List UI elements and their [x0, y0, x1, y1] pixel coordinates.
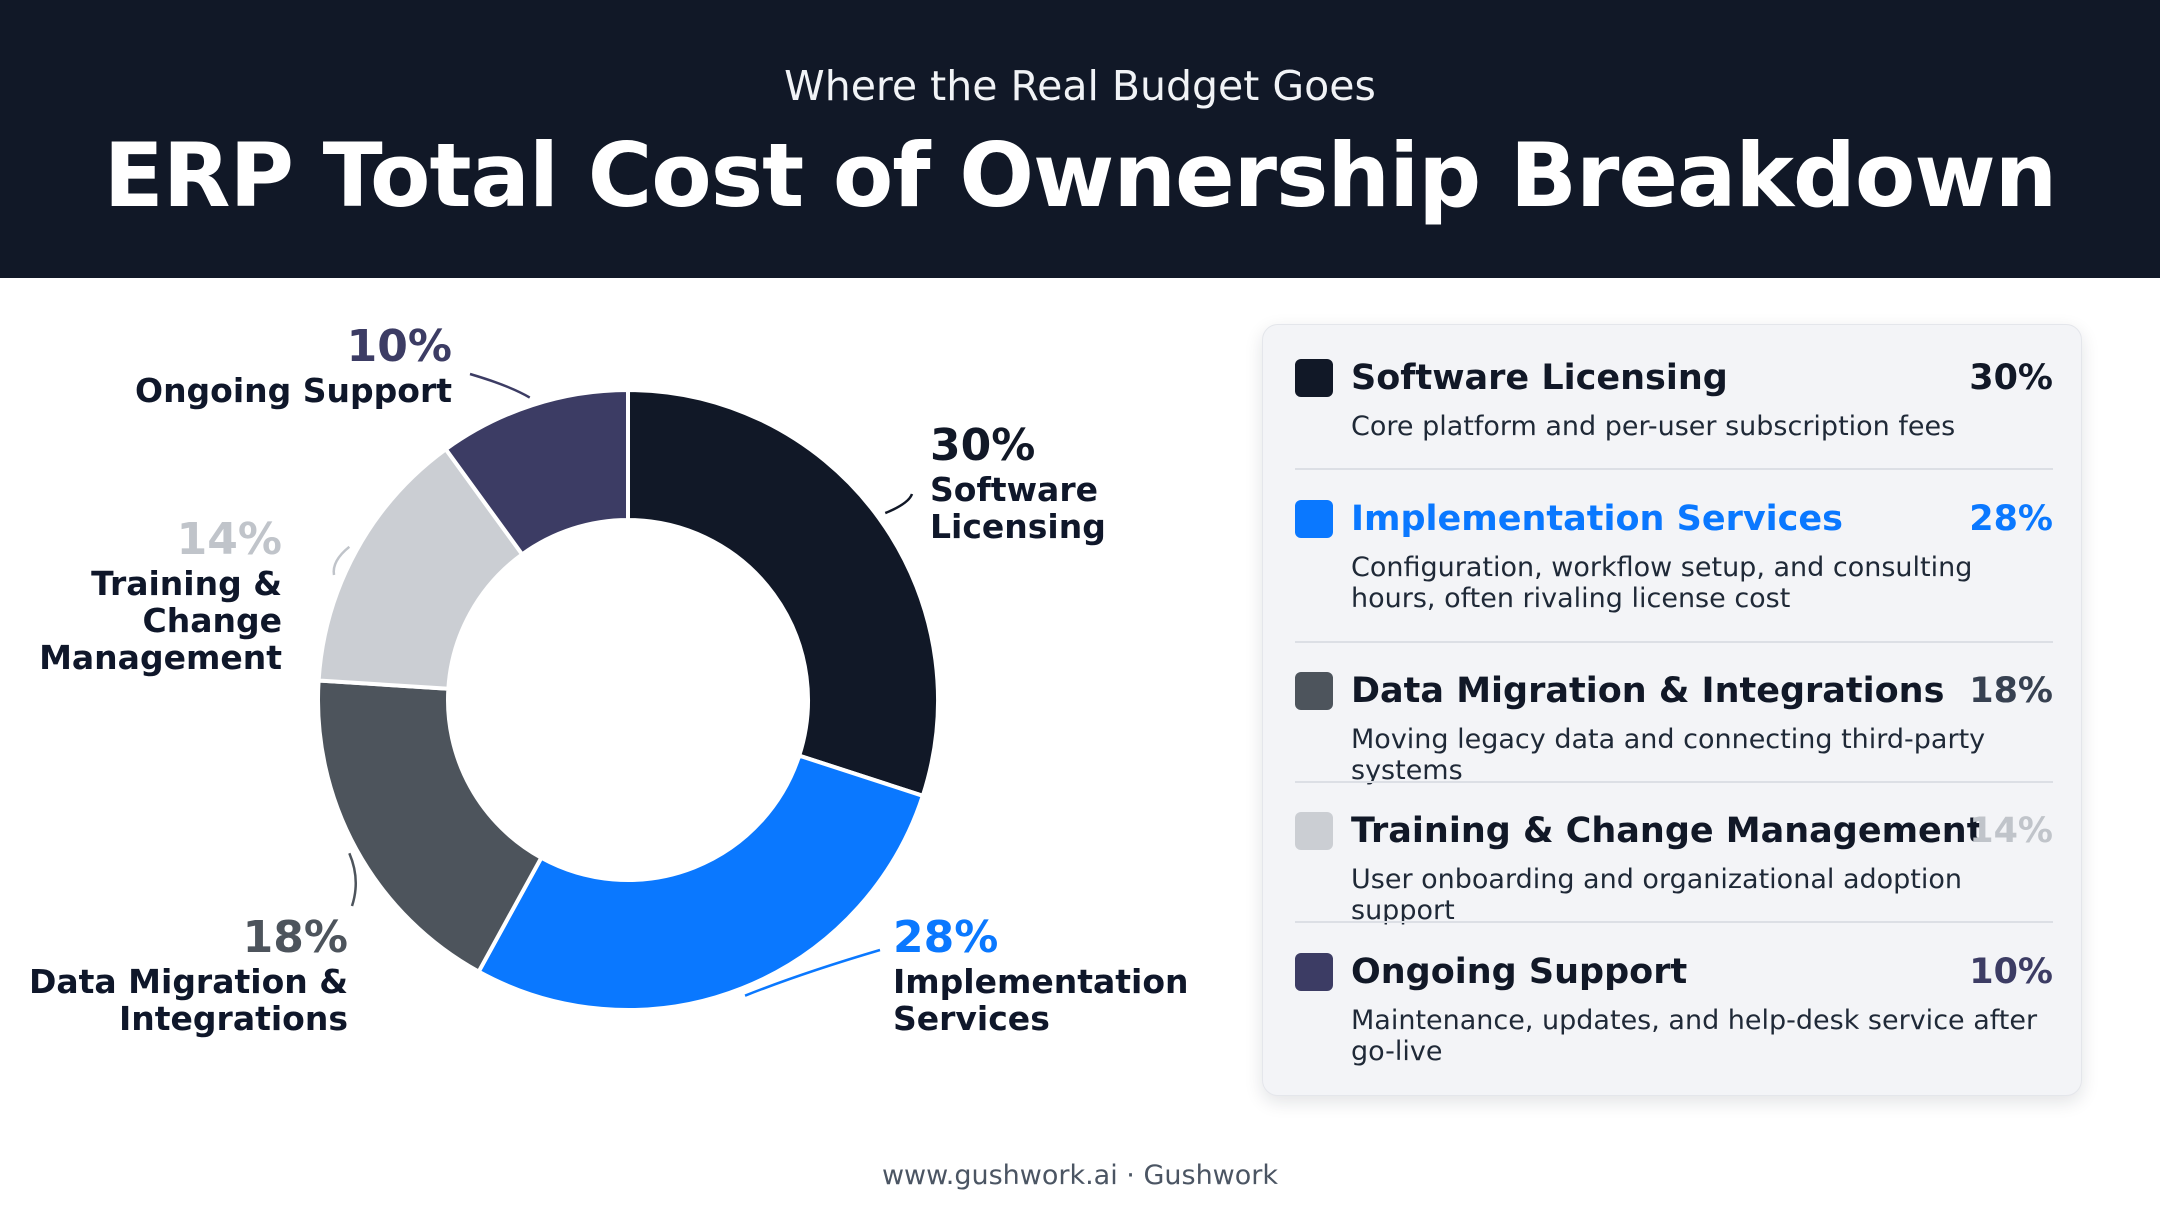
- legend-value: 30%: [1969, 358, 2053, 398]
- legend-value: 10%: [1969, 952, 2053, 992]
- legend-divider: [1295, 781, 2053, 783]
- legend-divider: [1295, 641, 2053, 643]
- donut-chart: [316, 372, 940, 1012]
- legend-name: Training & Change Management: [1351, 811, 1984, 851]
- callout-pct: 18%: [242, 912, 348, 963]
- legend-name: Implementation Services: [1351, 499, 1843, 539]
- legend-value: 14%: [1969, 811, 2053, 851]
- legend-divider: [1295, 468, 2053, 470]
- leader-line: [469, 372, 531, 399]
- donut-slice-software-licensing: [626, 387, 940, 799]
- callout-pct: 14%: [176, 514, 282, 565]
- callout-label: Change: [142, 601, 282, 640]
- legend-value: 28%: [1969, 499, 2053, 539]
- legend-item-data-migration: Data Migration & Integrations 18% Moving…: [1295, 668, 2053, 786]
- callout-label: Training &: [91, 564, 282, 603]
- legend-panel: Software Licensing 30% Core platform and…: [1262, 324, 2082, 1096]
- leader-line: [744, 948, 881, 997]
- callout-label: Integrations: [119, 999, 348, 1038]
- legend-swatch: [1295, 359, 1333, 397]
- callout-implementation-services: 28% Implementation Services: [893, 912, 1189, 1038]
- callout-label: Implementation: [893, 962, 1189, 1001]
- legend-description: Maintenance, updates, and help-desk serv…: [1351, 1005, 2038, 1067]
- callout-data-migration: 18% Data Migration & Integrations: [0, 912, 348, 1038]
- footer-credit: www.gushwork.ai · Gushwork: [881, 1160, 1279, 1191]
- leader-line: [332, 545, 351, 576]
- legend-swatch: [1295, 500, 1333, 538]
- legend-item-implementation-services: Implementation Services 28% Configuratio…: [1295, 496, 2053, 614]
- legend-divider: [1295, 921, 2053, 923]
- callout-ongoing-support: 10% Ongoing Support: [32, 321, 452, 410]
- callout-pct: 10%: [346, 321, 452, 372]
- donut-slice-data-migration-integrations: [316, 678, 544, 975]
- leader-line: [348, 852, 357, 907]
- legend-name: Software Licensing: [1351, 358, 1728, 398]
- legend-name: Ongoing Support: [1351, 952, 1688, 992]
- callout-label: Services: [893, 999, 1050, 1038]
- leader-line: [884, 493, 914, 515]
- legend-name: Data Migration & Integrations: [1351, 671, 1945, 711]
- donut-slice-ongoing-support: [442, 387, 630, 558]
- header-banner: Where the Real Budget Goes ERP Total Cos…: [0, 0, 2160, 278]
- legend-description: Moving legacy data and connecting third-…: [1351, 724, 1986, 786]
- callout-label: Management: [39, 638, 282, 677]
- legend-item-ongoing-support: Ongoing Support 10% Maintenance, updates…: [1295, 949, 2053, 1067]
- legend-swatch: [1295, 812, 1333, 850]
- chart-title: ERP Total Cost of Ownership Breakdown: [103, 124, 2058, 227]
- legend-swatch: [1295, 672, 1333, 710]
- legend-item-software-licensing: Software Licensing 30% Core platform and…: [1295, 355, 2053, 442]
- callout-label: Software: [930, 470, 1098, 509]
- callout-training: 14% Training & Change Management: [0, 514, 282, 677]
- legend-description: Core platform and per-user subscription …: [1351, 411, 1956, 442]
- legend-description: Configuration, workflow setup, and consu…: [1351, 552, 1973, 614]
- callout-label: Licensing: [930, 507, 1106, 546]
- legend-value: 18%: [1969, 671, 2053, 711]
- legend-swatch: [1295, 953, 1333, 991]
- chart-subtitle: Where the Real Budget Goes: [784, 62, 1376, 110]
- callout-label: Data Migration &: [28, 962, 348, 1001]
- callout-pct: 28%: [893, 912, 999, 963]
- callout-software-licensing: 30% Software Licensing: [930, 420, 1106, 546]
- legend-description: User onboarding and organizational adopt…: [1351, 864, 1963, 926]
- donut-slice-implementation-services: [475, 753, 926, 1012]
- callout-pct: 30%: [930, 420, 1036, 471]
- callout-label: Ongoing Support: [135, 371, 452, 410]
- legend-item-training: Training & Change Management 14% User on…: [1295, 808, 2053, 926]
